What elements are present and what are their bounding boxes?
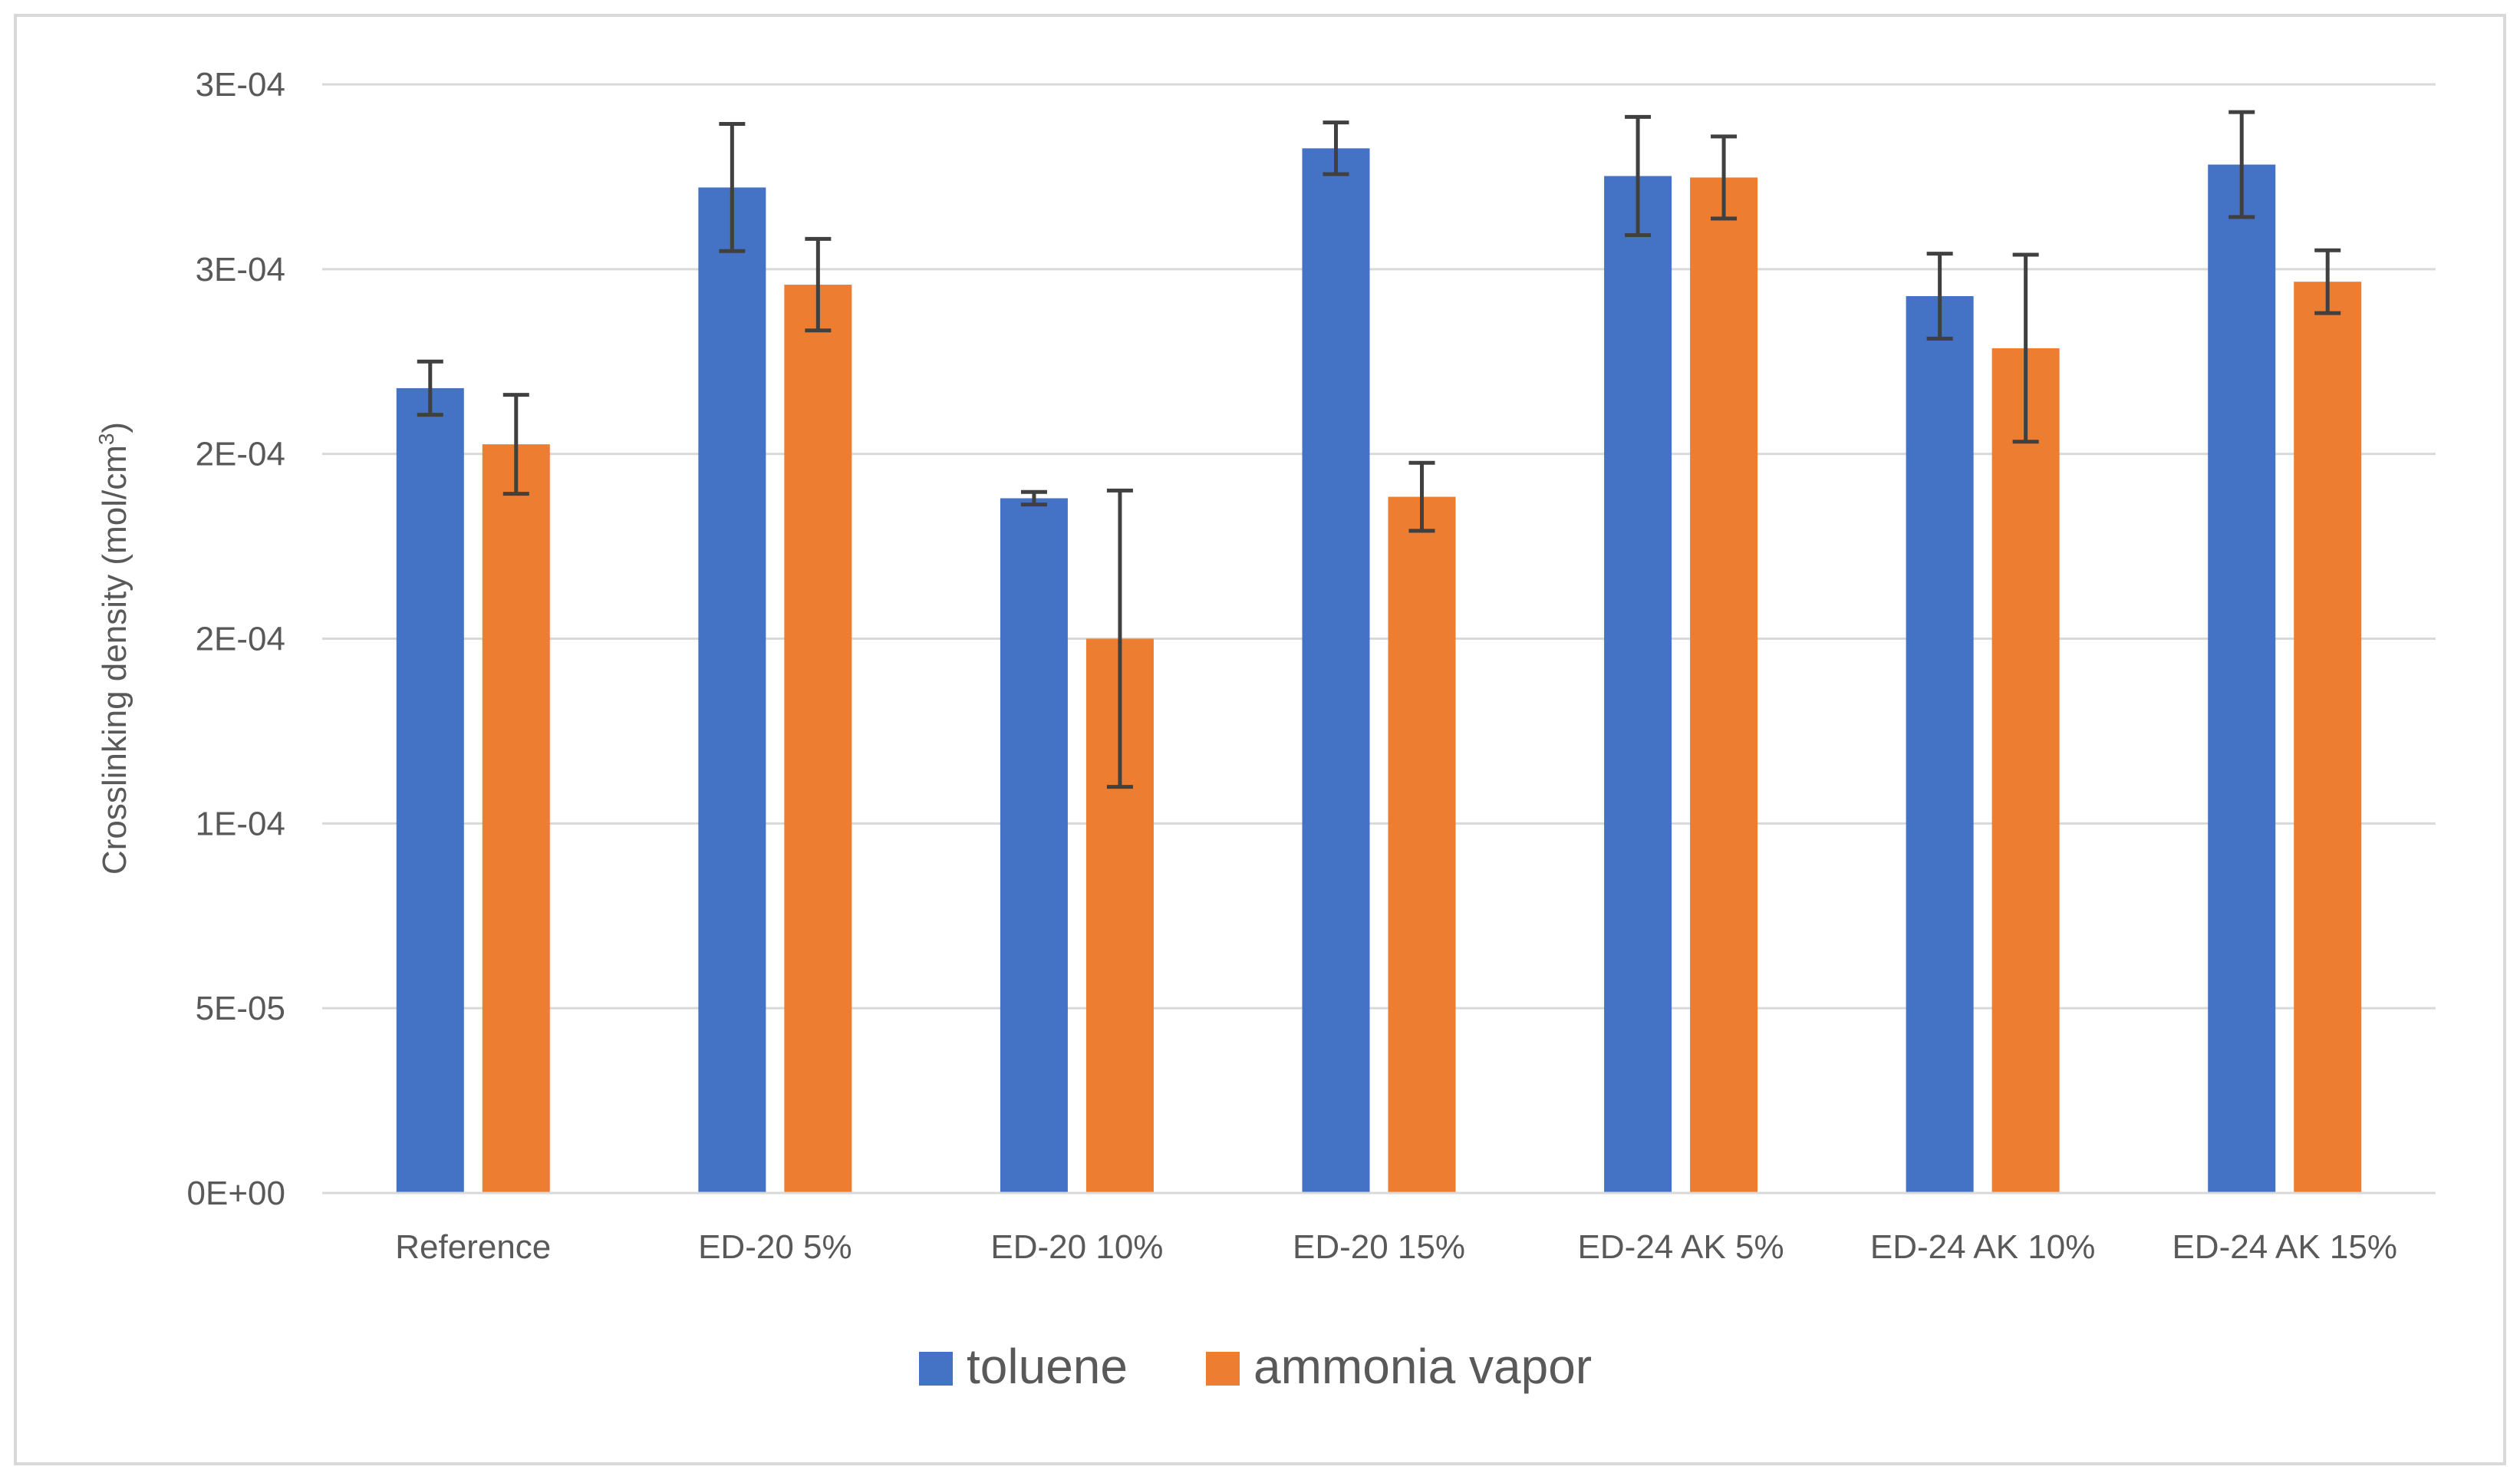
legend-swatch-toluene bbox=[919, 1352, 953, 1386]
y-tick-label: 3E-04 bbox=[196, 66, 285, 104]
bar-toluene bbox=[1302, 148, 1370, 1193]
bar-toluene bbox=[1906, 295, 1974, 1193]
y-tick-label: 2E-04 bbox=[196, 436, 285, 473]
bar-ammonia-vapor bbox=[482, 444, 550, 1193]
x-tick-label: ED-20 15% bbox=[1293, 1228, 1465, 1266]
x-tick-label: ED-20 5% bbox=[698, 1228, 852, 1266]
gridlines bbox=[322, 83, 2436, 1010]
legend-swatch-ammonia-vapor bbox=[1206, 1352, 1240, 1386]
y-axis-title-suffix: ) bbox=[96, 422, 133, 433]
y-axis-title: Crosslinking density (mol/cm3) bbox=[94, 422, 133, 875]
x-tick-label: Reference bbox=[395, 1228, 551, 1266]
y-tick-label: 1E-04 bbox=[196, 805, 285, 842]
legend-label-toluene: toluene bbox=[967, 1339, 1128, 1394]
bar-ammonia-vapor bbox=[2294, 282, 2362, 1194]
bar-toluene bbox=[2208, 164, 2276, 1193]
bar-ammonia-vapor bbox=[1991, 348, 2060, 1193]
y-axis-title-text: Crosslinking density (mol/cm bbox=[96, 445, 133, 875]
y-tick-label: 2E-04 bbox=[196, 621, 285, 658]
bars bbox=[396, 148, 2362, 1194]
x-tick-label: ED-20 10% bbox=[990, 1228, 1163, 1266]
legend: toluene ammonia vapor bbox=[919, 1339, 1592, 1394]
x-axis-tick-labels: Reference ED-20 5% ED-20 10% ED-20 15% ED-24… bbox=[395, 1228, 2397, 1266]
x-tick-label: ED-24 AK 10% bbox=[1870, 1228, 2096, 1266]
y-tick-label: 3E-04 bbox=[196, 251, 285, 288]
error-bars bbox=[417, 110, 2341, 789]
bar-toluene bbox=[396, 387, 464, 1194]
chart-frame bbox=[14, 14, 2506, 1465]
x-tick-label: ED-24 AK 15% bbox=[2172, 1228, 2397, 1266]
legend-label-ammonia-vapor: ammonia vapor bbox=[1253, 1339, 1592, 1394]
bar-ammonia-vapor bbox=[1388, 496, 1456, 1193]
x-tick-label: ED-24 AK 5% bbox=[1578, 1228, 1784, 1266]
bar-ammonia-vapor bbox=[1690, 177, 1758, 1193]
bar-toluene bbox=[1000, 498, 1068, 1193]
bar-toluene bbox=[1604, 176, 1672, 1193]
y-tick-label: 0E+00 bbox=[187, 1175, 285, 1212]
y-axis-tick-labels: 0E+00 5E-05 1E-04 2E-04 2E-04 3E-04 3E-04 bbox=[187, 66, 285, 1212]
y-tick-label: 5E-05 bbox=[196, 990, 285, 1027]
y-axis-title-superscript: 3 bbox=[94, 433, 118, 446]
bar-toluene bbox=[698, 187, 766, 1193]
bar-ammonia-vapor bbox=[784, 285, 852, 1193]
